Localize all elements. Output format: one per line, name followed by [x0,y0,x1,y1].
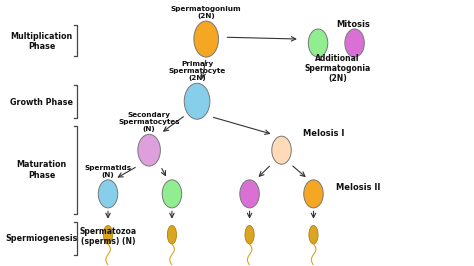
Ellipse shape [98,180,118,208]
Ellipse shape [304,180,323,208]
Text: Melosis II: Melosis II [337,183,381,192]
Text: Mitosis: Mitosis [337,20,370,29]
Text: Multiplication
Phase: Multiplication Phase [11,32,73,51]
Text: Spermatogonium
(2N): Spermatogonium (2N) [171,6,241,19]
Text: Secondary
Spermatocytes
(N): Secondary Spermatocytes (N) [118,113,180,132]
Ellipse shape [308,29,328,57]
Text: Primary
Spermatocyte
(2N): Primary Spermatocyte (2N) [168,61,226,81]
Ellipse shape [240,180,259,208]
Text: Spermatids
(N): Spermatids (N) [84,165,132,178]
Text: Additional
Spermatogonia
(2N): Additional Spermatogonia (2N) [305,54,371,84]
Text: Maturation
Phase: Maturation Phase [17,160,67,180]
Text: Spermatozoa
(sperms) (N): Spermatozoa (sperms) (N) [80,227,137,246]
Ellipse shape [184,83,210,119]
Ellipse shape [167,226,176,244]
Ellipse shape [345,29,365,57]
Ellipse shape [272,136,291,164]
Ellipse shape [138,134,160,166]
Ellipse shape [194,21,219,57]
Ellipse shape [245,226,254,244]
Text: Growth Phase: Growth Phase [10,98,73,107]
Ellipse shape [309,226,318,244]
Text: Spermiogenesis: Spermiogenesis [6,234,78,243]
Text: Melosis I: Melosis I [303,128,345,138]
Ellipse shape [103,226,113,244]
Ellipse shape [162,180,182,208]
